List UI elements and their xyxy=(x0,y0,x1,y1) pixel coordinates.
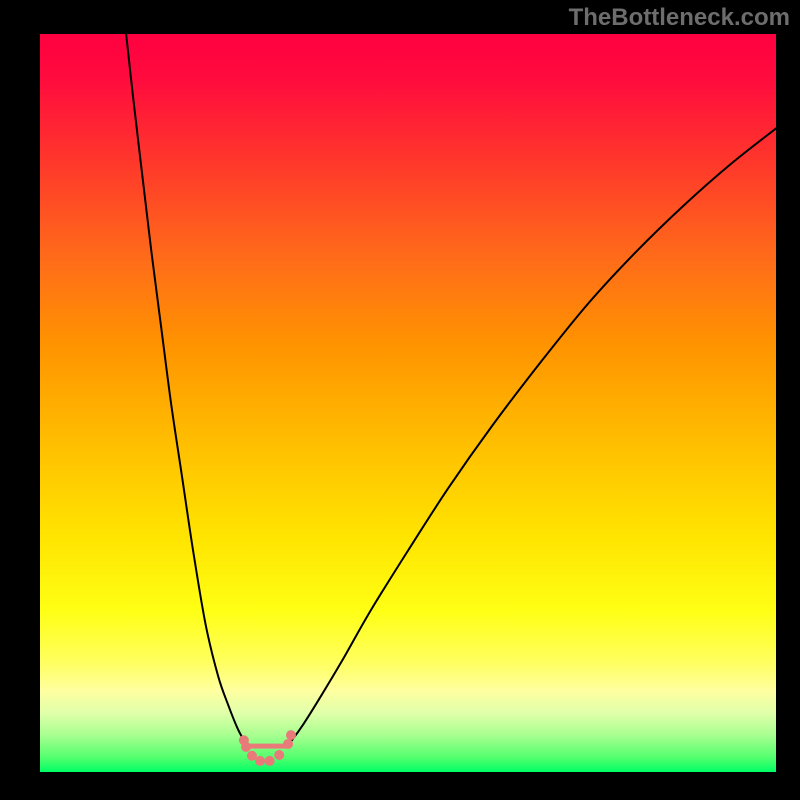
chart-frame: TheBottleneck.com xyxy=(0,0,800,800)
right-curve xyxy=(287,128,776,746)
plot-svg xyxy=(40,34,776,772)
watermark-text: TheBottleneck.com xyxy=(569,4,790,32)
marker-dot xyxy=(265,756,275,766)
marker-dot xyxy=(241,742,251,752)
marker-dot xyxy=(286,730,296,740)
marker-dot xyxy=(274,750,284,760)
marker-dot xyxy=(283,739,293,749)
marker-dot xyxy=(255,756,265,766)
left-curve xyxy=(126,34,248,746)
